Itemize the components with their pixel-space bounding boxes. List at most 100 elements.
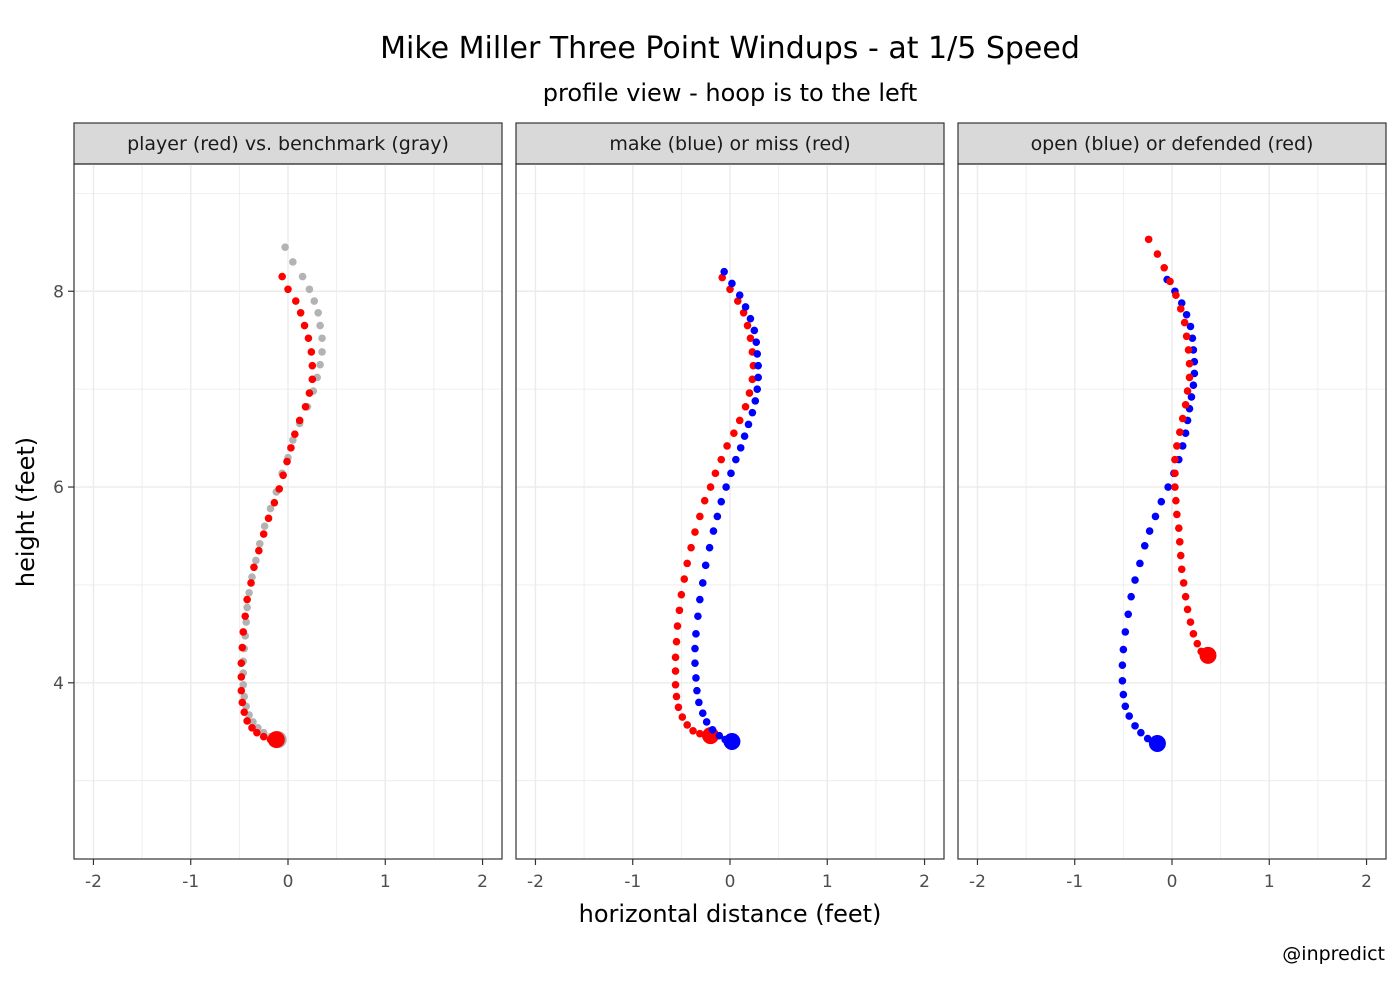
data-point <box>237 659 246 668</box>
data-point <box>300 321 309 330</box>
data-point <box>266 504 275 513</box>
data-point <box>671 667 680 675</box>
data-point <box>700 496 709 505</box>
data-point <box>718 273 727 282</box>
data-point <box>279 471 287 480</box>
data-point <box>1178 442 1187 450</box>
data-point <box>746 334 755 343</box>
data-point <box>728 279 736 288</box>
data-point <box>671 680 680 689</box>
x-tick-label: 2 <box>1361 872 1372 892</box>
data-point <box>750 326 759 335</box>
data-point <box>695 698 703 707</box>
chart-subtitle: profile view - hoop is to the left <box>543 79 917 107</box>
x-axis-title: horizontal distance (feet) <box>579 900 882 928</box>
data-point <box>1181 401 1190 409</box>
x-tick-label: -2 <box>969 872 986 892</box>
data-point <box>1160 263 1169 272</box>
data-point <box>240 708 249 716</box>
data-point <box>696 729 704 738</box>
data-point <box>743 321 752 330</box>
data-point <box>291 430 299 438</box>
data-point <box>741 402 750 411</box>
data-point <box>754 373 763 382</box>
data-point <box>307 348 316 356</box>
data-point <box>696 512 704 521</box>
data-point <box>238 643 247 652</box>
data-point <box>1184 346 1193 354</box>
x-tick-label: -2 <box>85 872 102 892</box>
data-point <box>1175 538 1184 546</box>
data-point <box>1151 512 1160 521</box>
data-point <box>1173 442 1181 450</box>
data-point <box>745 389 754 397</box>
data-point <box>739 308 748 317</box>
data-point <box>314 308 322 317</box>
data-point <box>1185 359 1194 368</box>
data-point <box>240 692 249 701</box>
data-point <box>298 272 307 281</box>
data-point <box>696 595 704 604</box>
data-point <box>1144 235 1153 244</box>
data-point <box>1131 576 1139 584</box>
data-point <box>709 527 718 535</box>
data-point <box>683 721 691 729</box>
data-point <box>239 628 248 636</box>
data-point <box>308 375 317 384</box>
data-point <box>1125 712 1133 720</box>
data-point <box>237 686 246 695</box>
data-point <box>1183 387 1192 395</box>
data-point <box>289 258 297 266</box>
data-point <box>1164 483 1172 491</box>
x-tick-label: -1 <box>624 872 641 892</box>
data-point <box>252 556 260 565</box>
data-point <box>698 709 707 717</box>
data-point <box>674 703 683 712</box>
data-point <box>733 297 742 305</box>
data-point <box>1157 497 1166 506</box>
data-point <box>715 731 724 740</box>
data-point <box>753 385 762 393</box>
data-point <box>717 455 726 464</box>
data-point <box>270 498 279 507</box>
data-point <box>711 469 720 478</box>
data-point <box>689 726 697 735</box>
data-point <box>241 612 249 621</box>
data-point <box>735 416 744 425</box>
data-point <box>1118 677 1127 685</box>
data-point <box>1136 559 1144 568</box>
data-point <box>736 444 745 452</box>
data-point <box>255 540 264 548</box>
data-point <box>1177 565 1186 574</box>
release-point <box>723 733 741 751</box>
data-point <box>243 717 251 725</box>
data-point <box>305 389 314 397</box>
data-point <box>1171 455 1179 464</box>
data-point <box>1118 661 1127 669</box>
facet-panel: player (red) vs. benchmark (gray) -2 -1 0 1 2… <box>53 122 503 892</box>
x-tick-label: -1 <box>182 872 199 892</box>
data-point <box>259 732 268 741</box>
x-tick-label: -1 <box>1066 872 1083 892</box>
data-point <box>291 297 300 305</box>
data-point <box>1182 332 1191 341</box>
data-point <box>751 397 760 405</box>
data-point <box>1189 381 1198 390</box>
data-point <box>702 718 711 726</box>
data-point <box>238 698 247 707</box>
data-point <box>1166 277 1174 286</box>
data-point <box>318 348 326 356</box>
data-point <box>1176 305 1185 313</box>
data-point <box>1145 527 1154 535</box>
data-point <box>693 686 701 695</box>
data-point <box>310 297 319 305</box>
x-tick-label: 0 <box>283 872 294 892</box>
data-point <box>1180 318 1189 327</box>
data-point <box>1187 393 1196 401</box>
data-point <box>253 728 261 737</box>
data-point <box>708 725 717 734</box>
data-point <box>705 543 714 552</box>
data-point <box>259 530 268 538</box>
data-point <box>283 457 291 466</box>
data-point <box>295 416 304 425</box>
